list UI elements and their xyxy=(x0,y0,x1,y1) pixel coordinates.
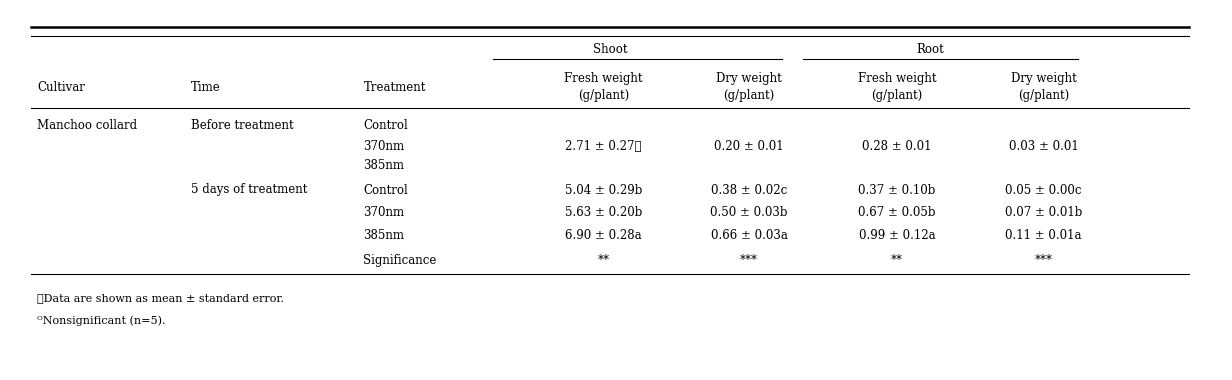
Text: 5.04 ± 0.29b: 5.04 ± 0.29b xyxy=(565,184,642,196)
Text: 0.03 ± 0.01: 0.03 ± 0.01 xyxy=(1009,140,1078,153)
Text: 0.67 ± 0.05b: 0.67 ± 0.05b xyxy=(859,206,935,219)
Text: Shoot: Shoot xyxy=(593,43,627,56)
Text: Manchoo collard: Manchoo collard xyxy=(37,119,137,132)
Text: 0.66 ± 0.03a: 0.66 ± 0.03a xyxy=(711,229,787,242)
Text: Dry weight
(g/plant): Dry weight (g/plant) xyxy=(716,73,782,102)
Text: 385nm: 385nm xyxy=(363,159,404,172)
Text: 0.37 ± 0.10b: 0.37 ± 0.10b xyxy=(859,184,935,196)
Text: 0.07 ± 0.01b: 0.07 ± 0.01b xyxy=(1005,206,1082,219)
Text: **: ** xyxy=(598,254,610,267)
Text: ***: *** xyxy=(1035,254,1052,267)
Text: 0.11 ± 0.01a: 0.11 ± 0.01a xyxy=(1005,229,1082,242)
Text: 370nm: 370nm xyxy=(363,206,404,219)
Text: Fresh weight
(g/plant): Fresh weight (g/plant) xyxy=(857,73,936,102)
Text: Significance: Significance xyxy=(363,254,437,267)
Text: 0.28 ± 0.01: 0.28 ± 0.01 xyxy=(862,140,931,153)
Text: ***: *** xyxy=(740,254,758,267)
Text: 0.20 ± 0.01: 0.20 ± 0.01 xyxy=(715,140,784,153)
Text: Control: Control xyxy=(363,119,408,132)
Text: 0.38 ± 0.02c: 0.38 ± 0.02c xyxy=(711,184,787,196)
Text: Control: Control xyxy=(363,184,408,196)
Text: Before treatment: Before treatment xyxy=(191,119,293,132)
Text: Root: Root xyxy=(917,43,944,56)
Text: 5 days of treatment: 5 days of treatment xyxy=(191,184,307,196)
Text: Time: Time xyxy=(191,81,221,94)
Text: 385nm: 385nm xyxy=(363,229,404,242)
Text: 5.63 ± 0.20b: 5.63 ± 0.20b xyxy=(565,206,642,219)
Text: **: ** xyxy=(891,254,903,267)
Text: Dry weight
(g/plant): Dry weight (g/plant) xyxy=(1010,73,1077,102)
Text: Cultivar: Cultivar xyxy=(37,81,85,94)
Text: Treatment: Treatment xyxy=(363,81,426,94)
Text: ᴼNonsignificant (n=5).: ᴼNonsignificant (n=5). xyxy=(37,316,165,326)
Text: 0.50 ± 0.03b: 0.50 ± 0.03b xyxy=(711,206,787,219)
Text: 6.90 ± 0.28a: 6.90 ± 0.28a xyxy=(565,229,642,242)
Text: ᵺData are shown as mean ± standard error.: ᵺData are shown as mean ± standard error… xyxy=(37,293,283,303)
Text: 2.71 ± 0.27ᵺ: 2.71 ± 0.27ᵺ xyxy=(565,140,642,153)
Text: 370nm: 370nm xyxy=(363,140,404,153)
Text: 0.05 ± 0.00c: 0.05 ± 0.00c xyxy=(1005,184,1082,196)
Text: Fresh weight
(g/plant): Fresh weight (g/plant) xyxy=(564,73,643,102)
Text: 0.99 ± 0.12a: 0.99 ± 0.12a xyxy=(859,229,935,242)
